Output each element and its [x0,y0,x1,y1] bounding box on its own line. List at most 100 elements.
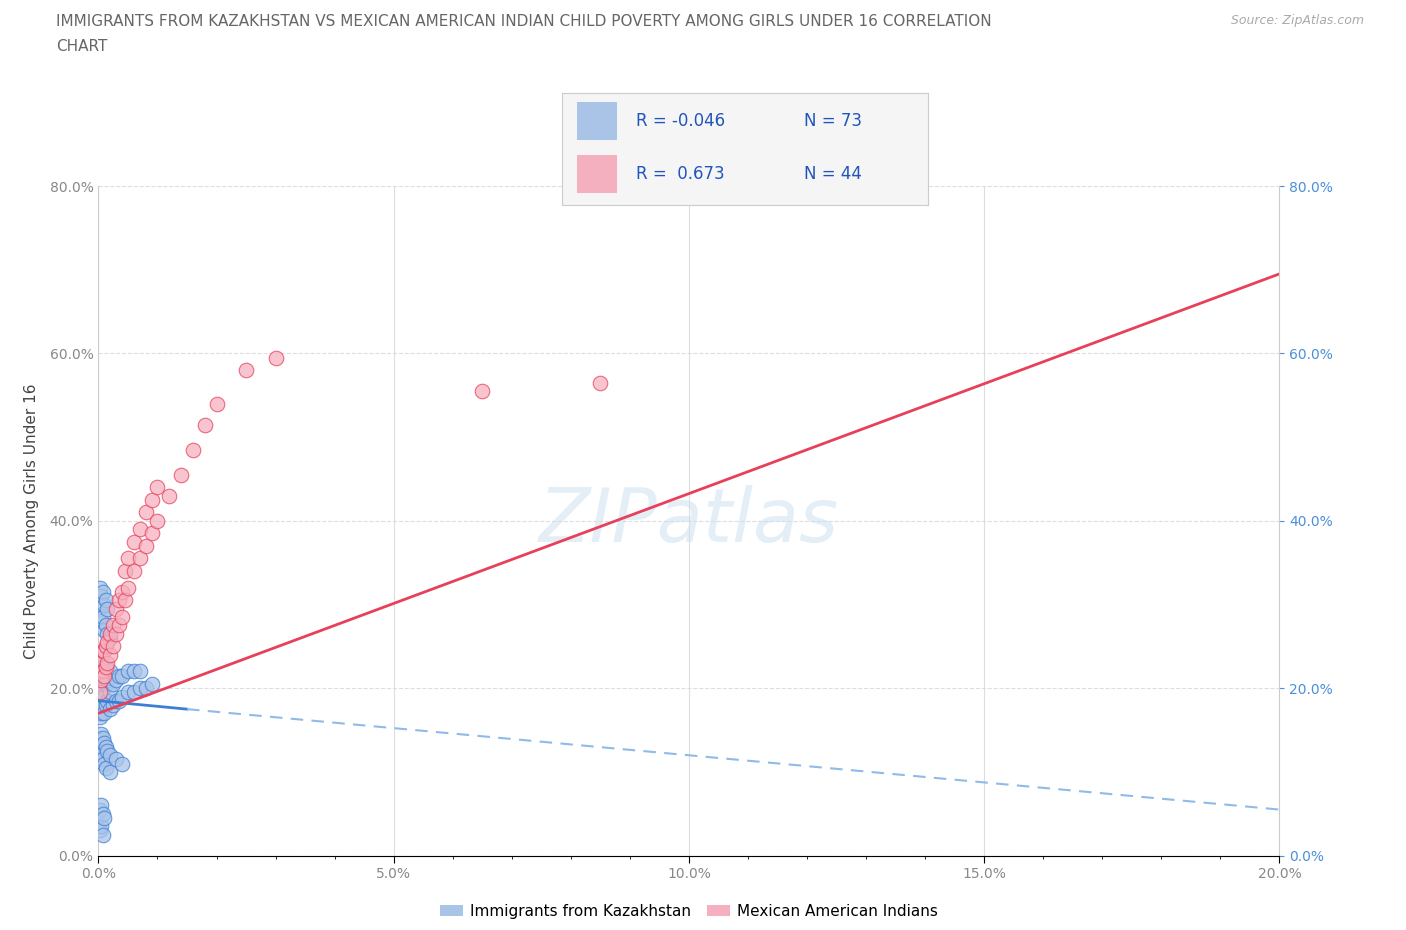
Text: R =  0.673: R = 0.673 [636,166,724,183]
Point [103,677,125,692]
Point [91,677,114,692]
Point [170,468,193,483]
Point [135,538,157,553]
Point [90,589,112,604]
Point [146,480,169,495]
Point [122,664,145,679]
Point [90,614,112,629]
Point [128,681,150,696]
Point [93,736,115,751]
Point [90,727,112,742]
Point [108,618,131,633]
Point [108,593,131,608]
Point [90,819,112,834]
Point [128,551,150,566]
Point [128,664,150,679]
Point [141,526,163,541]
Point [90,672,112,687]
Text: IMMIGRANTS FROM KAZAKHSTAN VS MEXICAN AMERICAN INDIAN CHILD POVERTY AMONG GIRLS : IMMIGRANTS FROM KAZAKHSTAN VS MEXICAN AM… [56,14,991,29]
Point [93,672,115,687]
Point [122,685,145,700]
Point [90,748,112,763]
Point [108,694,131,709]
Point [105,627,128,642]
Text: CHART: CHART [56,39,108,54]
Point [91,664,114,679]
Point [122,564,145,578]
Point [141,677,163,692]
Point [89,802,111,817]
Point [89,823,111,838]
Point [111,610,134,625]
Point [89,580,111,595]
Point [114,593,136,608]
Point [589,376,612,391]
Text: N = 73: N = 73 [804,112,862,130]
Point [98,685,121,700]
Point [103,618,125,633]
Point [94,739,117,754]
Point [89,664,111,679]
Point [141,493,163,508]
Point [105,751,128,766]
Point [135,505,157,520]
Point [89,669,111,684]
Point [117,551,139,566]
Point [96,744,118,759]
Point [90,669,112,684]
Legend: Immigrants from Kazakhstan, Mexican American Indians: Immigrants from Kazakhstan, Mexican Amer… [433,897,945,925]
Point [111,585,134,600]
Point [91,660,114,675]
Point [91,610,114,625]
Point [96,656,118,671]
Point [91,751,114,766]
Point [93,644,115,658]
Point [114,564,136,578]
Point [91,828,114,843]
Point [91,731,114,746]
Point [111,689,134,704]
Point [94,593,117,608]
FancyBboxPatch shape [576,155,617,193]
Point [90,798,112,813]
Point [89,602,111,617]
Point [98,664,121,679]
Point [135,681,157,696]
Point [235,363,257,378]
Point [105,672,128,687]
Point [96,602,118,617]
Point [128,522,150,537]
Point [105,602,128,617]
Point [93,597,115,612]
Point [194,418,217,432]
Point [93,811,115,826]
Point [264,351,287,365]
Text: ZIPatlas: ZIPatlas [538,485,839,557]
Point [146,513,169,528]
Point [90,685,112,700]
Point [98,702,121,717]
Point [98,764,121,779]
Point [117,580,139,595]
Point [117,685,139,700]
Point [96,694,118,709]
Point [89,731,111,746]
Point [205,396,228,411]
Point [90,706,112,721]
Point [105,694,128,709]
Point [90,652,112,667]
Point [103,698,125,712]
Point [94,639,117,654]
Point [89,711,111,725]
Y-axis label: Child Poverty Among Girls Under 16: Child Poverty Among Girls Under 16 [24,383,38,658]
Point [96,672,118,687]
Point [91,644,114,658]
Point [96,635,118,650]
Point [94,677,117,692]
Point [93,622,115,637]
Point [181,443,204,458]
Point [89,685,111,700]
Point [89,751,111,766]
Point [98,627,121,642]
Point [91,698,114,712]
